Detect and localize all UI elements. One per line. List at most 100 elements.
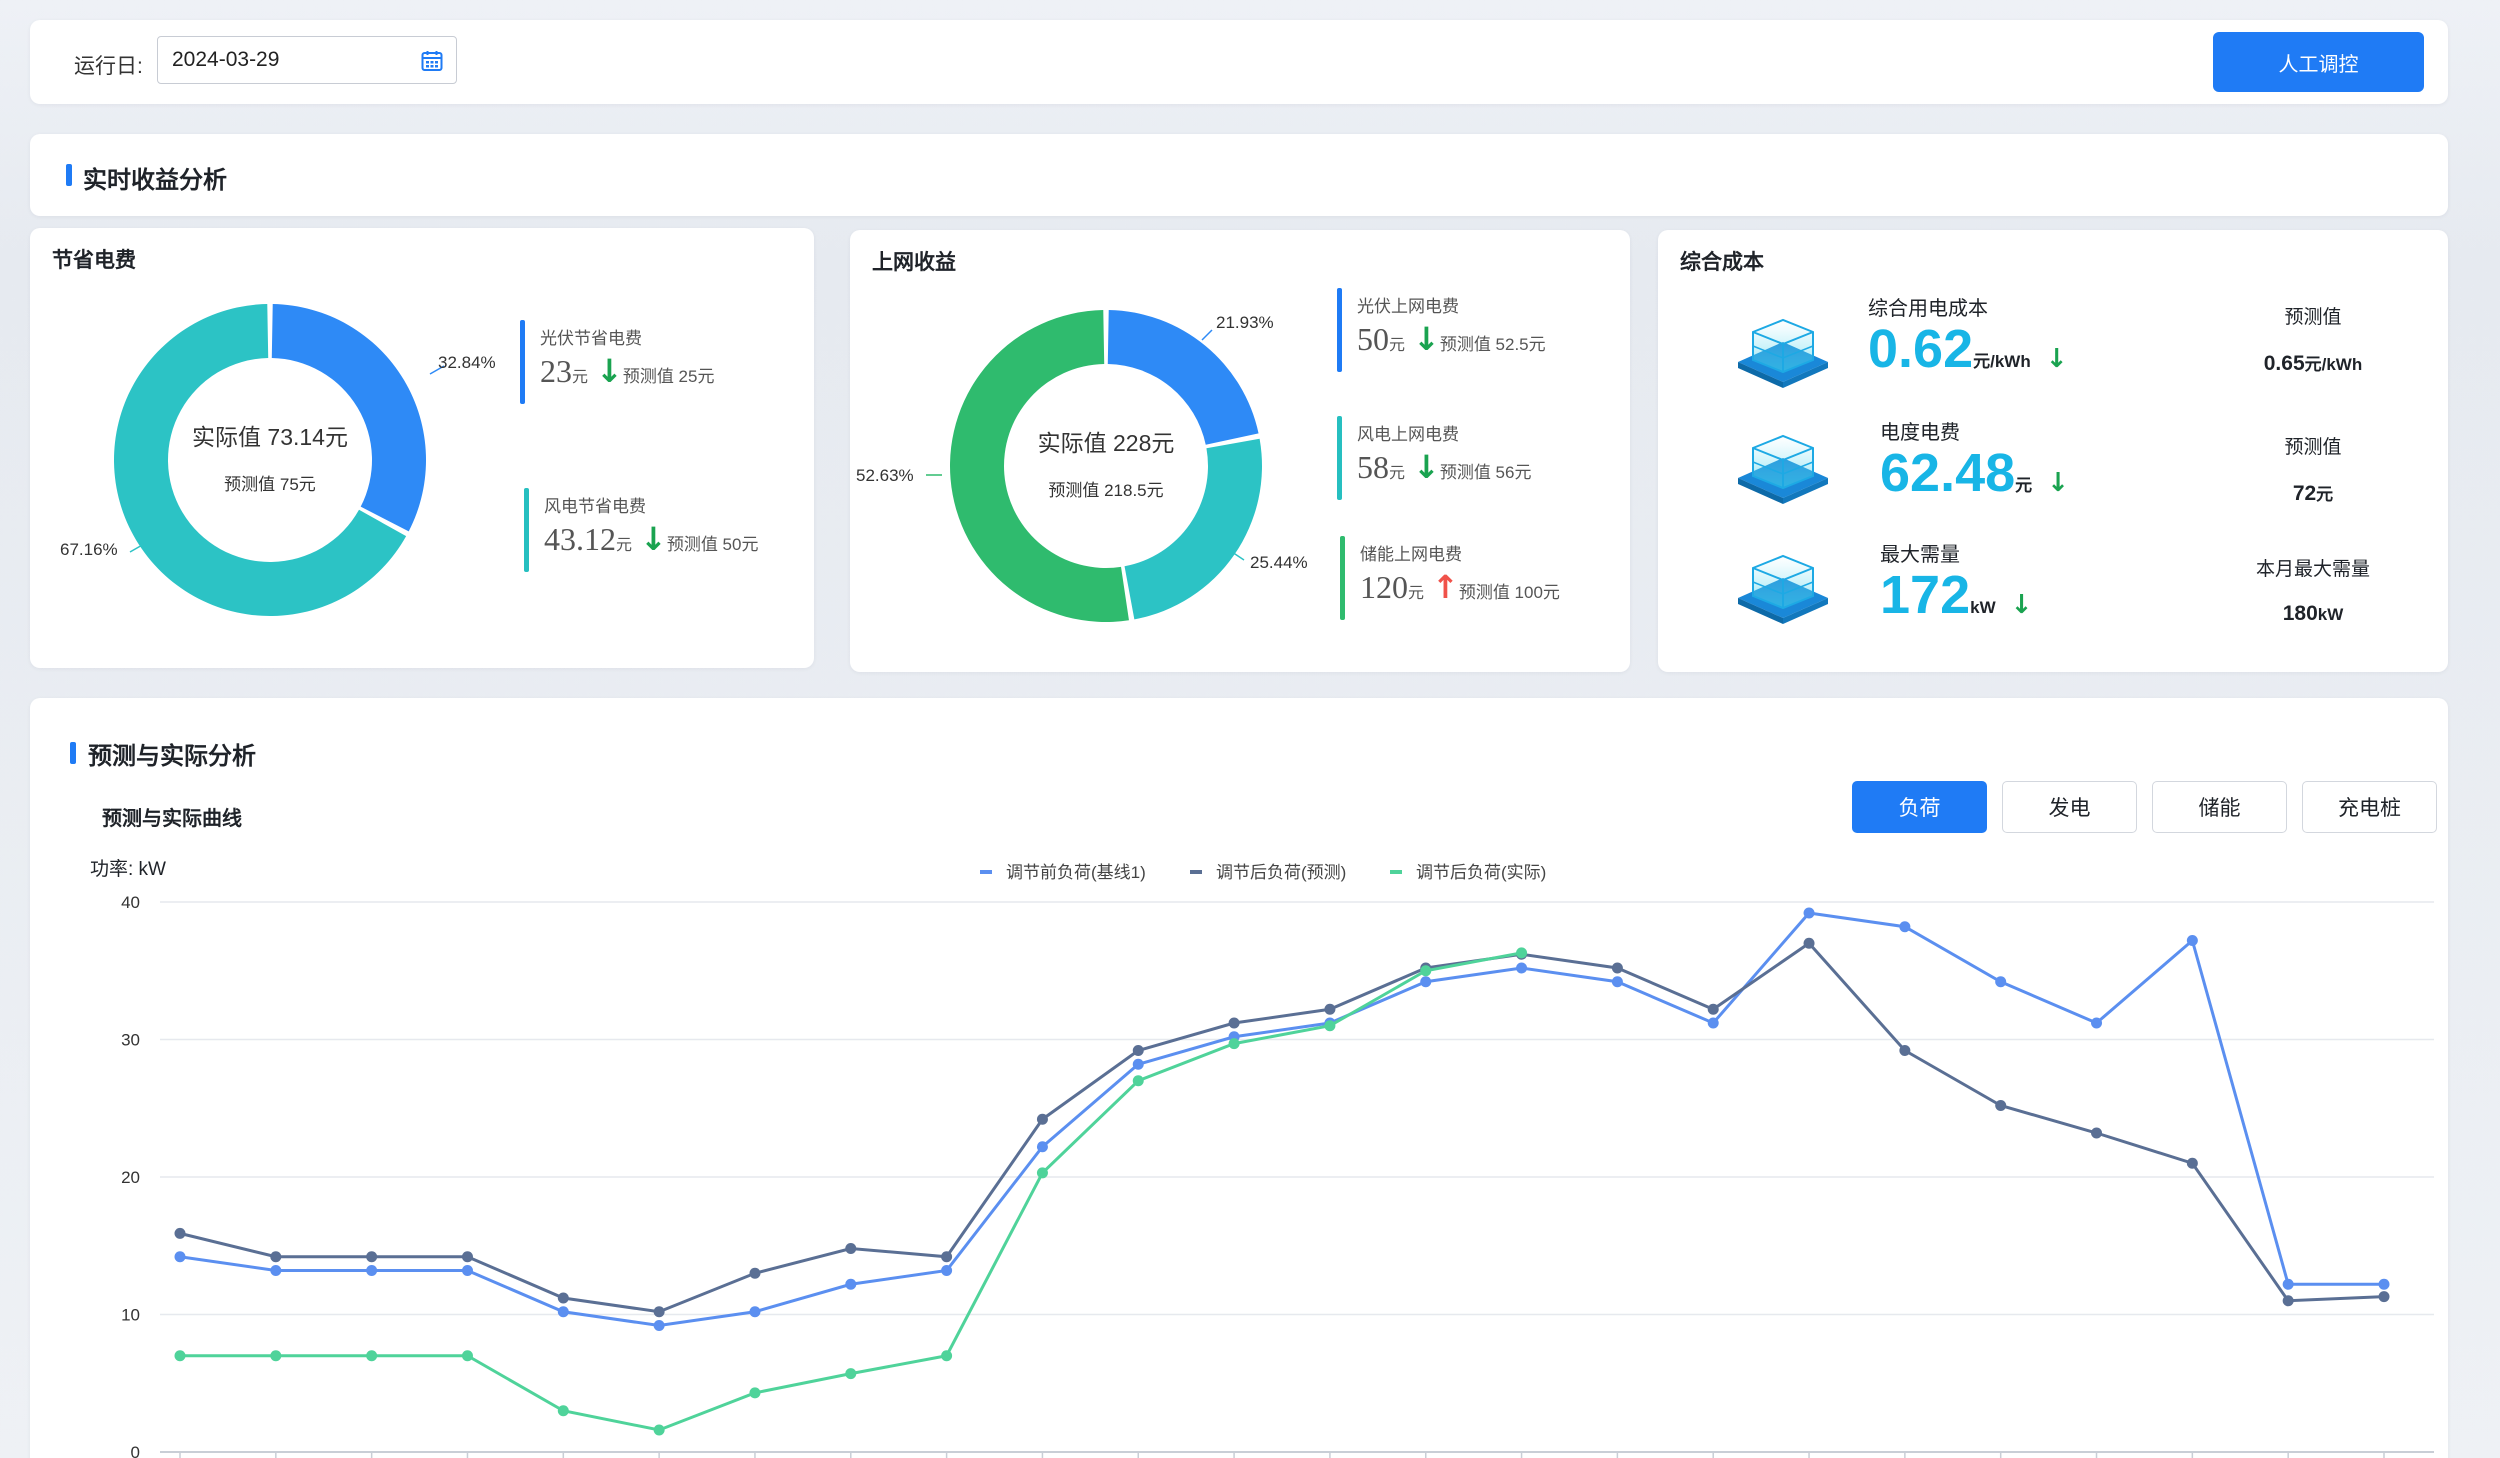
series-1-point[interactable] — [749, 1306, 761, 1318]
grid-item-value-row: 50元 ↓预测值 52.5元 — [1357, 320, 1546, 358]
grid-item-value-row: 120元 ↑预测值 100元 — [1360, 568, 1560, 606]
grid-slice-label-wind: 25.44% — [1250, 553, 1308, 572]
y-axis-unit-label: 功率: kW — [90, 859, 166, 880]
series-1-point[interactable] — [941, 1265, 953, 1276]
series-2-point[interactable] — [1611, 962, 1623, 974]
legend-item-2[interactable]: 调节后负荷(预测) — [1190, 863, 1346, 882]
grid-slice-label-pv: 21.93% — [1216, 313, 1274, 332]
legend-item-1[interactable]: 调节前负荷(基线1) — [980, 863, 1146, 882]
series-2-point[interactable] — [1803, 937, 1815, 949]
series-1-point[interactable] — [174, 1251, 186, 1263]
savings-item-pred: 预测值 50元 — [666, 535, 759, 554]
tab-charging-pile[interactable]: 充电桩 — [2302, 781, 2437, 833]
tab-generation[interactable]: 发电 — [2002, 781, 2137, 833]
section-accent-bar — [70, 742, 76, 764]
series-1-point[interactable] — [1420, 976, 1432, 988]
series-3-point[interactable] — [1132, 1075, 1144, 1087]
grid-item-pred: 预测值 56元 — [1439, 463, 1532, 482]
series-1-point[interactable] — [845, 1278, 857, 1290]
series-2-point[interactable] — [653, 1306, 665, 1318]
series-3-point[interactable] — [557, 1405, 569, 1417]
savings-predicted-value: 预测值 75元 — [224, 475, 316, 494]
series-2-point[interactable] — [366, 1251, 378, 1263]
legend-item-3[interactable]: 调节后负荷(实际) — [1390, 863, 1546, 882]
legend-color-bar — [1340, 536, 1345, 620]
cost-pred-value-row: 72元 — [2218, 480, 2408, 506]
series-2-point[interactable] — [174, 1227, 186, 1239]
series-2-point[interactable] — [2282, 1295, 2294, 1307]
series-3-point[interactable] — [366, 1350, 378, 1362]
series-2-point[interactable] — [1707, 1003, 1719, 1015]
savings-slice-1[interactable] — [271, 304, 426, 532]
grid-slice-3[interactable] — [950, 310, 1129, 622]
cost-pred-unit: 元/kWh — [2304, 355, 2363, 374]
cost-name-unit-cost: 综合用电成本 — [1868, 298, 1988, 320]
series-1-point[interactable] — [1516, 962, 1528, 974]
series-2-point[interactable] — [1132, 1045, 1144, 1056]
series-2-point[interactable] — [1995, 1100, 2007, 1111]
series-3-point[interactable] — [1324, 1020, 1336, 1032]
series-2-point[interactable] — [557, 1292, 569, 1304]
series-1-point[interactable] — [461, 1265, 473, 1276]
series-2-point[interactable] — [270, 1251, 282, 1263]
grid-item-name: 风电上网电费 — [1357, 425, 1459, 444]
series-2-point[interactable] — [845, 1243, 857, 1254]
run-date-input[interactable] — [172, 47, 402, 73]
legend-color-bar — [1337, 416, 1342, 500]
series-3-point[interactable] — [653, 1424, 665, 1436]
series-2-point[interactable] — [2091, 1127, 2103, 1139]
grid-item-unit: 元 — [1389, 337, 1406, 354]
series-2-point[interactable] — [2378, 1291, 2390, 1303]
series-1-point[interactable] — [2282, 1278, 2294, 1290]
series-2-point[interactable] — [749, 1267, 761, 1279]
series-1-point[interactable] — [1036, 1141, 1048, 1153]
series-1-point[interactable] — [1995, 976, 2007, 988]
calendar-icon[interactable] — [420, 49, 444, 73]
series-3-point[interactable] — [845, 1368, 857, 1380]
y-tick-label: 0 — [131, 1443, 140, 1458]
savings-slice-2[interactable] — [114, 304, 407, 616]
series-1-point[interactable] — [1803, 907, 1815, 919]
tab-storage[interactable]: 储能 — [2152, 781, 2287, 833]
series-1-point[interactable] — [653, 1320, 665, 1331]
grid-item-value: 58 — [1357, 449, 1389, 485]
series-1-point[interactable] — [1899, 921, 1911, 933]
series-3-point[interactable] — [1516, 947, 1528, 959]
series-1-point[interactable] — [1707, 1017, 1719, 1029]
grid-slice-2[interactable] — [1124, 438, 1262, 620]
series-3-point[interactable] — [1228, 1038, 1240, 1050]
arrow-down-icon: ↓ — [2010, 590, 2033, 620]
cost-name-energy-fee: 电度电费 — [1880, 422, 1960, 444]
run-date-picker[interactable] — [157, 36, 457, 84]
series-1-point[interactable] — [557, 1306, 569, 1318]
series-1-point[interactable] — [2378, 1278, 2390, 1290]
series-3-point[interactable] — [1036, 1167, 1048, 1179]
cost-pred-value: 0.65 — [2263, 352, 2305, 375]
series-2-point[interactable] — [1228, 1017, 1240, 1029]
series-3-point[interactable] — [461, 1350, 473, 1362]
series-2-point[interactable] — [941, 1251, 953, 1263]
series-2-point[interactable] — [2186, 1157, 2198, 1169]
tab-load[interactable]: 负荷 — [1852, 781, 1987, 833]
arrow-up-icon: ↑ — [1432, 568, 1459, 606]
series-3-point[interactable] — [1420, 965, 1432, 977]
manual-control-button[interactable]: 人工调控 — [2213, 32, 2424, 92]
series-3-point[interactable] — [941, 1350, 953, 1362]
series-3-point[interactable] — [174, 1350, 186, 1362]
series-1-point[interactable] — [270, 1265, 282, 1276]
series-1-point[interactable] — [2186, 935, 2198, 946]
cost-unit: kW — [1970, 598, 1996, 617]
series-1-point[interactable] — [1132, 1058, 1144, 1070]
grid-item-value: 50 — [1357, 321, 1389, 357]
series-1-point[interactable] — [2091, 1017, 2103, 1029]
series-2-point[interactable] — [1899, 1045, 1911, 1056]
grid-predicted-value: 预测值 218.5元 — [1048, 481, 1164, 500]
series-2-point[interactable] — [461, 1251, 473, 1263]
series-2-point[interactable] — [1324, 1003, 1336, 1015]
series-2-point[interactable] — [1036, 1113, 1048, 1125]
series-1-point[interactable] — [366, 1265, 378, 1276]
grid-slice-1[interactable] — [1107, 310, 1259, 445]
series-1-point[interactable] — [1611, 976, 1623, 988]
series-3-point[interactable] — [270, 1350, 282, 1362]
series-3-point[interactable] — [749, 1387, 761, 1399]
